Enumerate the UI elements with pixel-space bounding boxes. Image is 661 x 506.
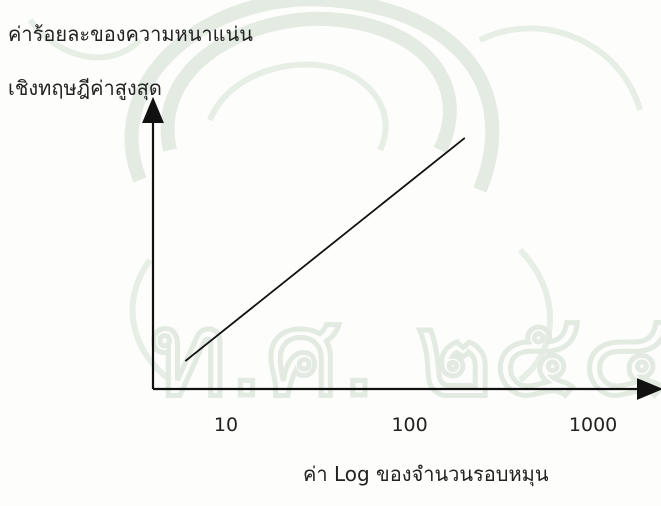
- y-axis-title-line-1: ค่าร้อยละของความหนาแน่น: [8, 22, 253, 46]
- watermark-seal: ท.ศ. ๒๕๔๖: [27, 0, 661, 426]
- x-axis-title: ค่า Log ของจำนวนรอบหมุน: [303, 462, 549, 486]
- x-tick-label: 100: [391, 414, 427, 436]
- x-tick-label: 1000: [569, 414, 617, 436]
- x-tick-label: 10: [214, 414, 238, 436]
- y-axis-title-line-2: เชิงทฤษฎีค่าสูงสุด: [8, 76, 162, 100]
- series-line-0: [184, 137, 466, 362]
- x-tick-labels: 10 100 1000: [214, 414, 617, 436]
- series-layer: [184, 137, 466, 362]
- watermark-text: ท.ศ. ๒๕๔๖: [150, 285, 661, 423]
